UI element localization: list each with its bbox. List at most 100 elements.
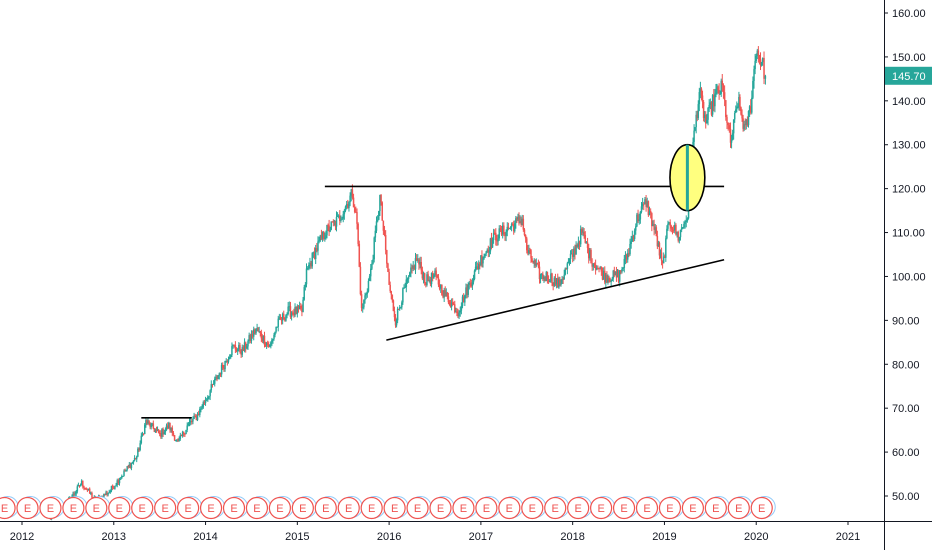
candle <box>585 241 588 244</box>
candle-body <box>505 231 507 236</box>
candle-body <box>413 265 416 270</box>
candle <box>489 237 492 255</box>
candle-body <box>763 57 765 79</box>
earnings-marker[interactable]: E <box>360 496 386 520</box>
earnings-marker[interactable]: E <box>704 496 730 520</box>
candle <box>449 299 452 308</box>
earnings-marker[interactable]: E <box>429 496 455 520</box>
candle <box>442 290 444 299</box>
earnings-marker[interactable]: E <box>567 496 593 520</box>
earnings-marker[interactable]: E <box>62 496 88 520</box>
candle-body <box>716 87 718 91</box>
candle-body <box>168 422 170 429</box>
earnings-marker[interactable]: E <box>521 496 547 520</box>
earnings-marker[interactable]: E <box>635 496 662 520</box>
candle <box>760 61 763 67</box>
candle-body <box>727 122 729 126</box>
candle <box>469 278 472 288</box>
candle-body <box>192 418 194 422</box>
candle <box>419 256 421 269</box>
candle-body <box>178 438 180 441</box>
candle <box>322 230 325 241</box>
candle <box>390 290 393 300</box>
time-tick-label: 2015 <box>285 531 309 543</box>
earnings-marker[interactable]: E <box>108 496 134 520</box>
candle <box>325 230 327 240</box>
earnings-marker[interactable]: E <box>475 496 501 520</box>
candle <box>210 380 213 393</box>
earnings-marker[interactable]: E <box>268 496 294 520</box>
candle-body <box>660 252 663 261</box>
earnings-marker[interactable]: E <box>658 496 684 520</box>
earnings-marker[interactable]: E <box>590 496 616 520</box>
candle <box>615 266 618 282</box>
earnings-marker[interactable]: E <box>177 496 203 520</box>
earnings-marker-label: E <box>414 503 421 515</box>
candle <box>606 271 608 284</box>
candle <box>341 216 343 221</box>
last-price-label: 145.70 <box>892 71 926 83</box>
earnings-marker-label: E <box>184 503 191 515</box>
earnings-marker[interactable]: E <box>727 496 753 520</box>
candle <box>720 78 722 97</box>
candle <box>755 53 757 64</box>
earnings-marker-label: E <box>437 503 444 515</box>
candle <box>184 433 186 437</box>
candle <box>200 406 202 413</box>
candle-body <box>251 333 254 337</box>
earnings-marker[interactable]: E <box>0 496 19 520</box>
candle <box>273 332 275 341</box>
earnings-marker[interactable]: E <box>544 496 570 520</box>
earnings-marker[interactable]: E <box>131 496 157 520</box>
candle-body <box>657 242 660 247</box>
support-trendline[interactable] <box>386 258 725 341</box>
candle-body <box>731 133 734 141</box>
candle <box>739 94 741 111</box>
candle <box>366 288 369 298</box>
earnings-marker[interactable]: E <box>383 496 409 520</box>
candle-body <box>620 270 622 272</box>
candle-body <box>200 408 202 410</box>
earnings-marker[interactable]: E <box>154 496 180 520</box>
earnings-marker-circle <box>498 496 521 520</box>
candle <box>423 272 426 286</box>
candle <box>454 300 456 314</box>
candle-body <box>484 253 486 257</box>
candle-body <box>758 55 761 60</box>
earnings-marker[interactable]: E <box>199 496 226 520</box>
candle-body <box>468 282 470 285</box>
candle-body <box>736 106 738 110</box>
candle <box>314 244 317 265</box>
earnings-marker[interactable]: E <box>85 496 111 520</box>
earnings-marker-circle <box>131 496 154 520</box>
candle-body <box>519 221 521 224</box>
candle-body <box>174 440 177 442</box>
earnings-marker[interactable]: E <box>16 496 42 520</box>
earnings-marker[interactable]: E <box>498 496 524 520</box>
earnings-marker[interactable]: E <box>681 496 707 520</box>
earnings-marker[interactable]: E <box>291 496 317 520</box>
candle <box>304 281 307 291</box>
candle-body <box>521 218 523 226</box>
earnings-marker[interactable]: E <box>314 496 340 520</box>
earnings-marker[interactable]: E <box>612 496 639 520</box>
candle-body <box>542 273 544 280</box>
earnings-marker[interactable]: E <box>245 496 271 520</box>
earnings-marker[interactable]: E <box>452 496 478 520</box>
earnings-marker[interactable]: E <box>750 496 776 520</box>
earnings-marker[interactable]: E <box>39 496 65 520</box>
candle <box>745 118 748 130</box>
earnings-marker[interactable]: E <box>406 496 432 520</box>
candle-body <box>400 307 402 309</box>
candle <box>409 271 411 277</box>
earnings-marker-label: E <box>483 503 490 515</box>
earnings-marker[interactable]: E <box>337 496 363 520</box>
earnings-marker[interactable]: E <box>222 496 249 520</box>
candle <box>291 310 294 316</box>
drawings-layer[interactable] <box>141 143 725 419</box>
candle-body <box>116 480 118 486</box>
candle <box>609 277 611 283</box>
